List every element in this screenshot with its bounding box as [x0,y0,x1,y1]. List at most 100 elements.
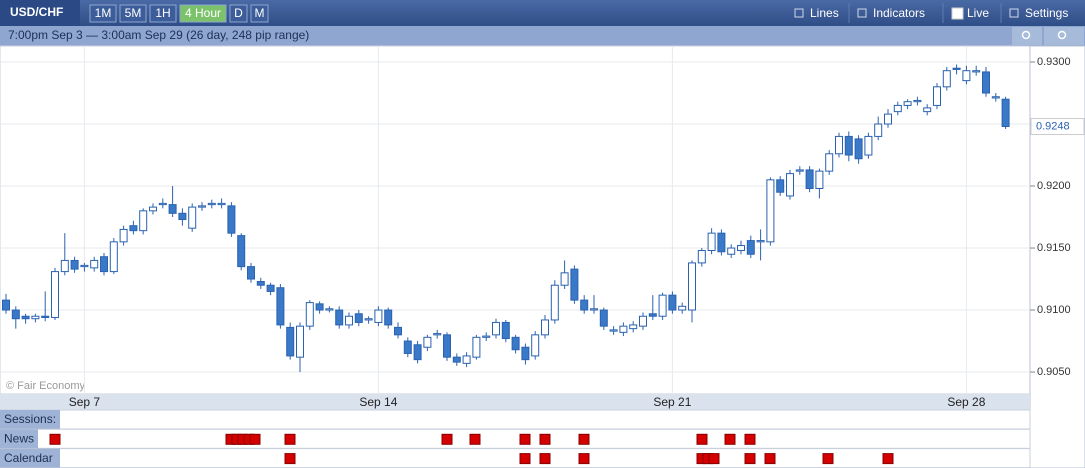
candle-body [501,321,510,340]
candle-body [413,344,422,361]
timeframe-label: M [255,6,265,20]
symbol-box [0,0,80,26]
subtitle-bar [0,26,1085,46]
candle-body [354,313,363,323]
event-icon[interactable] [469,433,481,445]
candle-body [21,315,30,320]
candle-body [884,113,892,125]
zoom-in-icon [1021,30,1031,40]
event-row-label: Sessions: [4,412,56,426]
candle-body [384,309,393,326]
candle-body [296,325,304,358]
timeframe-button[interactable] [149,4,177,23]
event-icon[interactable] [822,453,834,465]
candle-body [90,259,99,269]
candle-body [472,336,481,358]
last-price-box [1030,117,1085,135]
candle-body [962,70,971,82]
event-row [0,409,1031,430]
candle-body [717,232,726,253]
timeframe-button[interactable] [119,4,147,23]
candle-body [580,299,589,311]
timeframe-label: 1H [155,6,170,20]
tool-button[interactable]: Lines [810,6,839,20]
event-icon[interactable] [578,433,590,445]
watermark: © Fair Economy [6,380,86,392]
candle-body [933,86,941,106]
event-icon[interactable] [744,433,756,445]
candle-body [737,245,745,252]
event-icon[interactable] [539,433,551,445]
zoom-out-button[interactable] [1044,27,1084,45]
y-tick-label: 0.9150 [1037,242,1071,254]
candle-body [805,169,814,190]
live-checkbox[interactable] [951,7,964,20]
x-tick-label: Sep 14 [359,395,397,409]
candle-body [482,335,491,338]
candle-body [707,232,716,252]
event-icon[interactable] [284,433,296,445]
event-icon[interactable] [708,453,720,465]
candle-body [80,264,89,268]
candle-body [394,326,402,336]
candle-body [139,210,148,232]
subtitle: 7:00pm Sep 3 — 3:00am Sep 29 (26 day, 24… [8,28,309,42]
candle-body [521,346,530,361]
timeframe-button[interactable] [179,4,227,23]
tool-button[interactable]: Settings [1025,6,1068,20]
x-tick-label: Sep 7 [69,395,101,409]
event-icon[interactable] [441,433,453,445]
event-row-label-bg [0,429,38,449]
candle-body [335,309,344,326]
plot-area [0,45,1031,395]
tool-icon [1009,8,1019,18]
candle-body [41,315,50,318]
event-icon[interactable] [882,453,894,465]
event-icon[interactable] [724,433,736,445]
event-icon[interactable] [249,433,261,445]
zoom-in-button[interactable] [1012,27,1042,45]
candle-body [668,294,677,311]
event-icon[interactable] [578,453,590,465]
candle-body [452,356,461,363]
candle-body [864,135,873,156]
y-tick-label: 0.9050 [1037,366,1071,378]
candle-body [188,206,197,229]
candle-body [550,284,559,321]
timeframe-label: 5M [125,6,142,20]
timeframe-button[interactable] [250,4,269,23]
candle-body [100,256,108,273]
candle-body [315,303,324,311]
event-icon[interactable] [519,453,531,465]
candle-body [433,333,442,336]
candle-body [403,340,412,354]
event-icon[interactable] [519,433,531,445]
candle-body [345,315,353,326]
candle-body [60,259,69,273]
event-icon[interactable] [539,453,551,465]
x-tick-label: Sep 21 [653,395,691,409]
timeframe-button[interactable] [229,4,248,23]
candle-body [844,135,853,156]
event-icon[interactable] [284,453,296,465]
event-row-label-bg [0,410,60,429]
candle-body [952,67,961,70]
candle-body [286,326,295,357]
candle-body [511,336,520,351]
tool-button[interactable]: Live [967,6,989,20]
candle-body [217,202,226,206]
last-price-label: 0.9248 [1036,120,1070,132]
event-icon[interactable] [49,433,61,445]
timeframe-button[interactable] [89,4,117,23]
candle-body [168,204,177,214]
event-icon[interactable] [744,453,756,465]
candle-body [443,334,451,358]
event-icon[interactable] [764,453,776,465]
candle-body [903,101,912,106]
tool-button[interactable]: Indicators [873,6,925,20]
candle-body [305,302,314,327]
event-icon[interactable] [696,433,708,445]
event-row [0,428,1031,449]
zoom-out-icon [1057,30,1067,40]
